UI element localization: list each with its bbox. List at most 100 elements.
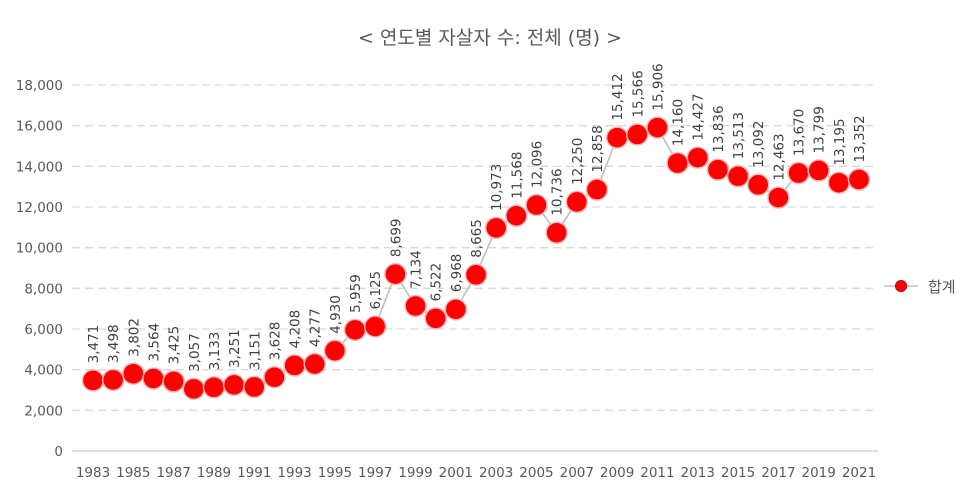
data-point xyxy=(545,221,568,244)
data-point xyxy=(343,318,367,342)
data-label: 15,412 xyxy=(610,73,626,120)
x-tick-label: 2015 xyxy=(721,465,755,481)
y-tick-label: 18,000 xyxy=(16,78,63,94)
data-label: 6,522 xyxy=(429,263,445,302)
data-point xyxy=(726,164,750,188)
x-tick-label: 1993 xyxy=(277,465,311,481)
data-label: 3,151 xyxy=(247,331,263,370)
y-tick-label: 0 xyxy=(54,444,63,460)
data-label: 15,566 xyxy=(630,70,646,117)
data-label: 3,498 xyxy=(106,324,122,363)
x-tick-label: 1999 xyxy=(398,465,432,481)
data-point xyxy=(646,116,669,139)
data-label: 6,125 xyxy=(368,271,384,310)
data-point xyxy=(283,354,306,377)
legend: 합계 xyxy=(884,278,956,296)
data-point xyxy=(787,161,810,185)
data-label: 12,250 xyxy=(570,138,586,185)
chart-title: < 연도별 자살자 수: 전체 (명) > xyxy=(358,27,622,49)
x-tick-label: 2013 xyxy=(681,465,715,481)
y-tick-label: 16,000 xyxy=(16,119,63,135)
data-point xyxy=(303,352,326,376)
x-tick-label: 1987 xyxy=(156,465,190,481)
data-point xyxy=(142,367,165,390)
legend-label: 합계 xyxy=(928,278,956,296)
data-label: 13,670 xyxy=(792,109,808,156)
data-point xyxy=(81,369,105,392)
data-point xyxy=(505,204,528,228)
data-point xyxy=(404,294,427,318)
y-tick-label: 12,000 xyxy=(16,200,63,216)
data-label: 10,736 xyxy=(550,168,566,215)
data-label: 3,133 xyxy=(207,332,223,371)
x-axis-ticks: 1983 1985 1987 1989 1991 1993 1995 1997 1999 2001… xyxy=(76,465,876,481)
data-labels: 3,471 3,498 3,802 3,564 3,425 3,057 3,133 3,251… xyxy=(86,63,868,371)
data-point xyxy=(202,376,226,399)
data-point xyxy=(363,315,387,338)
data-point xyxy=(222,373,246,397)
data-point xyxy=(525,193,548,217)
data-point xyxy=(585,178,609,201)
data-label: 5,959 xyxy=(348,274,364,313)
data-label: 4,277 xyxy=(308,308,324,347)
x-tick-label: 1997 xyxy=(358,465,392,481)
series-markers xyxy=(81,116,871,401)
x-tick-label: 2011 xyxy=(640,465,674,481)
data-label: 13,513 xyxy=(731,112,747,159)
x-tick-label: 2021 xyxy=(842,465,876,481)
x-tick-label: 1991 xyxy=(237,465,271,481)
y-tick-label: 2,000 xyxy=(24,403,63,419)
y-tick-label: 14,000 xyxy=(16,159,63,175)
x-tick-label: 1989 xyxy=(197,465,231,481)
data-label: 12,096 xyxy=(530,141,546,188)
x-tick-label: 2009 xyxy=(600,465,634,481)
data-point xyxy=(605,126,629,149)
x-tick-label: 1995 xyxy=(318,465,352,481)
data-label: 13,836 xyxy=(711,105,727,152)
data-label: 13,799 xyxy=(812,106,828,153)
data-point xyxy=(243,375,266,399)
data-point xyxy=(666,151,689,175)
y-tick-label: 8,000 xyxy=(24,281,63,297)
x-tick-label: 2019 xyxy=(802,465,836,481)
data-label: 13,092 xyxy=(751,121,767,168)
data-label: 4,930 xyxy=(328,295,344,334)
data-label: 15,906 xyxy=(650,63,666,110)
data-label: 7,134 xyxy=(409,250,425,289)
data-point xyxy=(746,173,770,197)
data-label: 3,425 xyxy=(167,326,183,365)
x-tick-label: 2005 xyxy=(519,465,553,481)
data-point xyxy=(626,123,649,146)
y-tick-label: 10,000 xyxy=(16,241,63,257)
data-label: 11,568 xyxy=(509,152,525,199)
data-label: 6,968 xyxy=(449,254,465,293)
data-point xyxy=(384,262,407,286)
data-point xyxy=(424,307,447,330)
data-label: 4,208 xyxy=(288,310,304,349)
x-tick-label: 1985 xyxy=(116,465,150,481)
y-axis-ticks: 0 2,000 4,000 6,000 8,000 10,000 12,000 14,000 1… xyxy=(16,78,63,460)
data-label: 8,665 xyxy=(469,219,485,258)
data-point xyxy=(444,298,468,321)
data-label: 12,858 xyxy=(590,125,606,172)
data-label: 13,352 xyxy=(852,115,868,162)
x-tick-label: 2017 xyxy=(761,465,795,481)
data-point xyxy=(827,171,851,194)
gridlines xyxy=(72,84,878,452)
y-tick-label: 4,000 xyxy=(24,363,63,379)
data-point xyxy=(122,362,145,385)
data-point xyxy=(182,377,206,401)
x-tick-label: 2003 xyxy=(479,465,513,481)
data-label: 14,160 xyxy=(671,99,687,146)
data-label: 3,471 xyxy=(86,325,102,364)
data-point xyxy=(686,146,709,169)
data-point xyxy=(263,365,286,389)
data-label: 10,973 xyxy=(489,164,505,211)
data-label: 3,628 xyxy=(267,322,283,361)
x-tick-label: 2007 xyxy=(560,465,594,481)
data-point xyxy=(706,158,730,181)
data-point xyxy=(767,186,790,209)
data-point xyxy=(323,339,347,363)
data-point xyxy=(484,216,508,240)
data-point xyxy=(101,368,125,392)
